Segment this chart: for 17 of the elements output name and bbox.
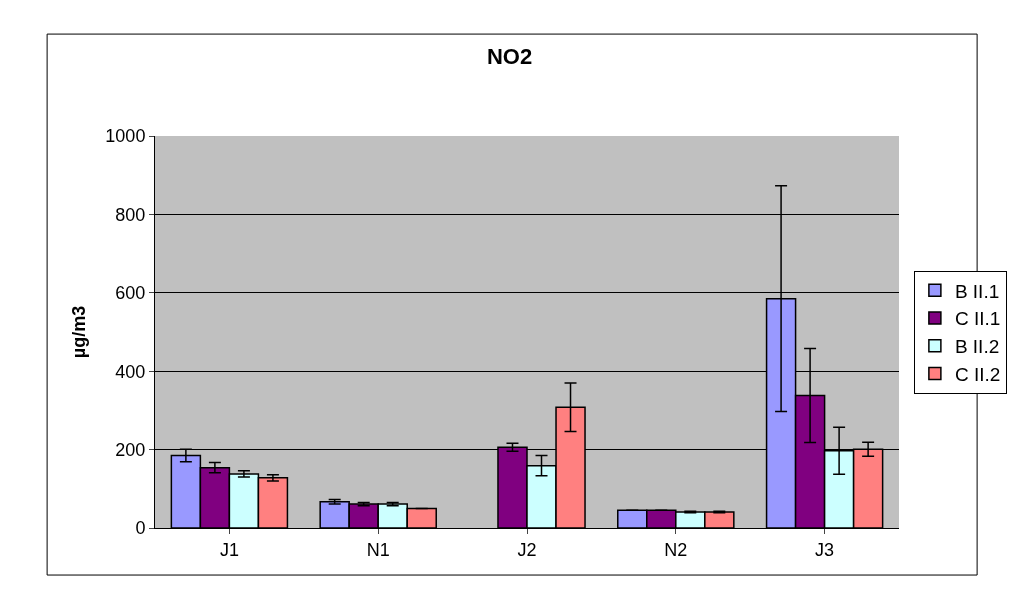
- legend-label: C II.2: [954, 363, 1001, 385]
- x-tick-label: N2: [664, 539, 688, 560]
- y-axis-title: µg/m3: [68, 305, 89, 359]
- y-tick-label: 400: [115, 361, 146, 382]
- y-tick-label: 600: [115, 283, 146, 304]
- y-tick-label: 1000: [105, 126, 146, 147]
- legend-label: B II.1: [954, 280, 1000, 302]
- legend-label: B II.2: [954, 336, 1000, 358]
- y-tick-label: 200: [115, 439, 146, 460]
- x-tick-label: J3: [815, 539, 835, 560]
- x-tick-label: J2: [517, 539, 537, 560]
- legend-label: C II.1: [954, 308, 1001, 330]
- y-tick-label: 0: [135, 518, 146, 539]
- chart-title: NO2: [486, 43, 533, 69]
- x-tick-label: J1: [219, 539, 239, 560]
- y-tick-label: 800: [115, 204, 146, 225]
- x-tick-label: N1: [366, 539, 390, 560]
